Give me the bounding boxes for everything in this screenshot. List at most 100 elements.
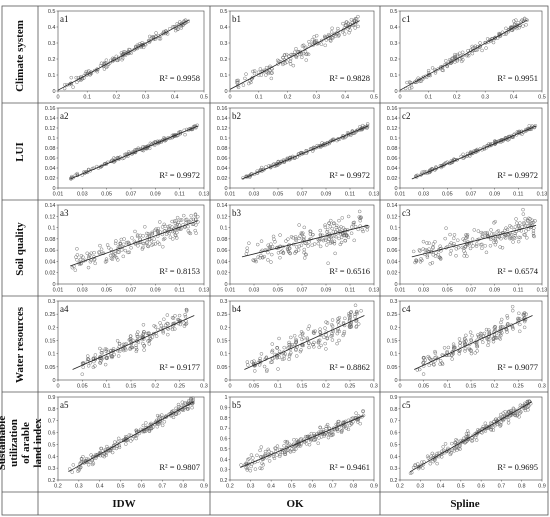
data-point (84, 69, 89, 74)
data-point (75, 80, 79, 84)
data-point (493, 417, 498, 422)
data-point (330, 26, 334, 31)
y-tick-label: 0.5 (390, 9, 398, 15)
data-point (161, 245, 165, 249)
data-point (414, 175, 419, 179)
data-point (259, 239, 264, 243)
data-point (251, 258, 255, 262)
data-point (127, 433, 132, 437)
y-tick-label: 0.1 (48, 73, 56, 79)
data-point (176, 317, 180, 322)
y-tick-label: 0 (52, 282, 55, 288)
data-point (526, 404, 531, 408)
data-point (503, 233, 508, 238)
data-point (493, 336, 498, 340)
data-point (483, 244, 487, 248)
y-tick-label: 0.06 (387, 248, 398, 254)
data-point (277, 355, 282, 360)
scatter-plot-c3: 0.01 0.03 0.05 0.07 0.09 0.11 0.13 0 0.02 0.04 0.0… (387, 203, 548, 294)
data-point (256, 255, 260, 259)
data-point (426, 456, 431, 460)
y-tick-label: 0.8 (390, 407, 398, 413)
data-point (527, 223, 532, 227)
column-label-spline: Spline (450, 498, 480, 510)
data-point (526, 227, 531, 231)
x-tick-label: 0.3 (481, 95, 489, 101)
y-tick-label: 0.04 (217, 166, 228, 172)
y-tick-label: 0.16 (387, 106, 398, 112)
data-point (141, 423, 146, 428)
data-point (469, 337, 473, 342)
scatter-plot-c2: 0.01 0.03 0.05 0.07 0.09 0.11 0.13 0 0.02 0.04 0.0… (387, 106, 548, 198)
data-point (254, 259, 258, 264)
x-tick-label: 0.3 (75, 484, 83, 490)
data-point (325, 321, 330, 325)
data-point (155, 413, 160, 418)
data-point (322, 434, 326, 438)
data-point (330, 338, 335, 342)
data-point (287, 442, 292, 447)
data-point (170, 316, 175, 320)
data-point (480, 246, 484, 251)
data-point (298, 50, 302, 55)
panel-c5: 0.2 0.3 0.4 0.5 0.6 0.7 0.8 0.9 0.2 0.3 0.4 0.5 0.6 0… (380, 392, 548, 492)
data-point (499, 412, 503, 417)
data-point (184, 307, 189, 312)
data-point (487, 330, 492, 334)
data-point (431, 246, 435, 250)
data-point (154, 334, 159, 338)
data-point (469, 348, 473, 352)
data-point (172, 230, 177, 234)
regression-line (244, 315, 365, 370)
data-point (141, 234, 145, 238)
data-point (446, 61, 451, 66)
data-point (451, 346, 456, 350)
x-tick-label: 0.05 (442, 192, 453, 198)
data-point (321, 428, 326, 432)
r-squared-label-c1: R² = 0.9951 (497, 73, 538, 83)
data-point (420, 170, 424, 174)
data-point (258, 455, 263, 459)
data-point (517, 25, 521, 30)
data-point (115, 339, 120, 343)
row-label-soil-quality: Soil quality (14, 221, 26, 276)
data-point (141, 341, 145, 346)
data-point (183, 400, 187, 405)
data-point (266, 250, 270, 255)
x-tick-label: 0.07 (126, 192, 137, 198)
column-label-ok: OK (286, 498, 304, 510)
data-point (129, 439, 133, 443)
x-tick-label: 0.25 (174, 384, 185, 390)
x-tick-label: 0.09 (150, 288, 161, 294)
x-tick-label: 0.05 (249, 384, 260, 390)
data-point (496, 229, 501, 233)
data-point (193, 217, 198, 221)
x-tick-label: 0.13 (369, 288, 380, 294)
data-point (143, 225, 147, 229)
data-point (116, 354, 121, 358)
x-tick-label: 0.09 (150, 192, 161, 198)
data-point (503, 409, 507, 414)
data-point (336, 429, 340, 433)
data-point (67, 467, 72, 471)
data-point (278, 233, 282, 237)
data-point (451, 351, 456, 356)
data-point (518, 403, 523, 407)
data-point (425, 255, 430, 259)
data-point (141, 332, 145, 337)
data-points-a1 (62, 18, 190, 91)
data-point (95, 453, 99, 458)
data-point (325, 228, 330, 232)
scatter-plot-a3: 0.01 0.03 0.05 0.07 0.09 0.11 0.13 0 0.02 0.04 0.0… (45, 203, 210, 294)
panel-a5: 0.2 0.3 0.4 0.5 0.6 0.7 0.8 0.9 0.2 0.3 0.4 0.5 0.6 0… (38, 392, 210, 492)
data-point (502, 232, 507, 237)
y-tick-label: 0.2 (390, 57, 398, 63)
data-point (141, 245, 145, 250)
data-point (359, 215, 363, 220)
data-point (150, 230, 154, 235)
scatter-plot-b3: 0.01 0.03 0.05 0.07 0.09 0.11 0.13 0 0.02 0.04 0.0… (217, 203, 380, 294)
data-point (340, 216, 344, 220)
data-point (323, 225, 328, 229)
regression-line (241, 224, 369, 258)
data-point (342, 424, 346, 429)
